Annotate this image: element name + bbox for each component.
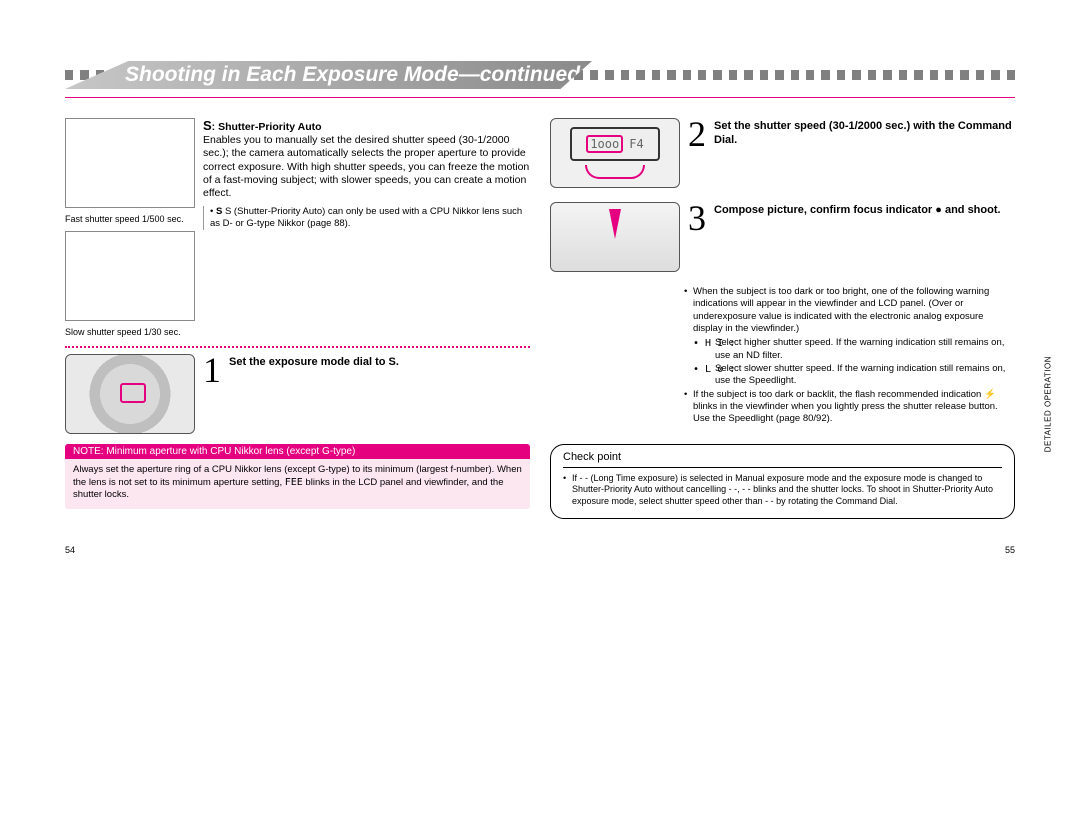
lcd-icon: 1ooo F4 bbox=[551, 119, 679, 187]
command-dial-arrow-icon bbox=[585, 165, 645, 179]
intro-note-text: S (Shutter-Priority Auto) can only be us… bbox=[210, 206, 522, 229]
step-1-image bbox=[65, 354, 195, 434]
page-number-left: 54 bbox=[65, 545, 75, 555]
side-tab-label: DETAILED OPERATION bbox=[1043, 356, 1052, 452]
example-images: Fast shutter speed 1/500 sec. Slow shutt… bbox=[65, 118, 195, 338]
step-1-number: 1 bbox=[203, 354, 221, 386]
page-spread: Shooting in Each Exposure Mode—continued… bbox=[65, 58, 1015, 776]
mode-title: : Shutter-Priority Auto bbox=[212, 121, 322, 133]
lcd-shutter-value: 1ooo bbox=[586, 135, 623, 153]
warning-sublist: • H I :Select higher shutter speed. If t… bbox=[684, 337, 1015, 387]
check-point-title: Check point bbox=[563, 451, 1002, 463]
hi-warning: • H I :Select higher shutter speed. If t… bbox=[693, 337, 1015, 362]
step-2-image: 1ooo F4 bbox=[550, 118, 680, 188]
step-3-image bbox=[550, 202, 680, 272]
mode-letter: S bbox=[203, 118, 212, 133]
header-title: Shooting in Each Exposure Mode—continued bbox=[65, 61, 592, 89]
note-box-header: NOTE: Minimum aperture with CPU Nikkor l… bbox=[65, 444, 530, 459]
check-point-text: If - - (Long Time exposure) is selected … bbox=[563, 473, 1002, 508]
header-title-text: Shooting in Each Exposure Mode—continued bbox=[125, 63, 580, 86]
note-box: NOTE: Minimum aperture with CPU Nikkor l… bbox=[65, 444, 530, 509]
intro-text: S: Shutter-Priority Auto Enables you to … bbox=[203, 118, 530, 338]
step-2-text: Set the shutter speed (30-1/2000 sec.) w… bbox=[714, 118, 1015, 148]
lo-symbol: • L o : bbox=[693, 363, 735, 376]
warning-list: When the subject is too dark or too brig… bbox=[550, 286, 1015, 426]
lo-text: Select slower shutter speed. If the warn… bbox=[715, 363, 1005, 386]
lcd-aperture-value: F4 bbox=[629, 137, 643, 151]
step-1-text: Set the exposure mode dial to S. bbox=[229, 354, 530, 370]
check-point-body: If - - (Long Time exposure) is selected … bbox=[563, 473, 1002, 508]
page-number-right: 55 bbox=[1005, 545, 1015, 555]
right-column: 1ooo F4 2 Set the shutter speed (30-1/20… bbox=[550, 118, 1015, 519]
mode-dial-icon bbox=[66, 355, 194, 433]
fast-shutter-caption: Fast shutter speed 1/500 sec. bbox=[65, 214, 195, 225]
press-arrow-icon bbox=[609, 209, 621, 239]
step-1: 1 Set the exposure mode dial to S. bbox=[65, 354, 530, 434]
intro-block: Fast shutter speed 1/500 sec. Slow shutt… bbox=[65, 118, 530, 338]
header-title-wrap: Shooting in Each Exposure Mode—continued bbox=[65, 58, 592, 92]
slow-shutter-image bbox=[65, 231, 195, 321]
fee-glyph: FEE bbox=[285, 477, 303, 488]
step-3: 3 Compose picture, confirm focus indicat… bbox=[550, 202, 1015, 272]
intro-note: • S S (Shutter-Priority Auto) can only b… bbox=[203, 206, 530, 230]
shutter-press-icon bbox=[551, 203, 679, 271]
intro-body: Enables you to manually set the desired … bbox=[203, 134, 529, 199]
check-point-box: Check point If - - (Long Time exposure) … bbox=[550, 444, 1015, 519]
note-box-body: Always set the aperture ring of a CPU Ni… bbox=[65, 459, 530, 509]
step-3-number: 3 bbox=[688, 202, 706, 234]
hi-text: Select higher shutter speed. If the warn… bbox=[715, 337, 1004, 360]
left-column: Fast shutter speed 1/500 sec. Slow shutt… bbox=[65, 118, 530, 519]
step-2-number: 2 bbox=[688, 118, 706, 150]
warning-intro: When the subject is too dark or too brig… bbox=[684, 286, 1015, 335]
hi-symbol: • H I : bbox=[693, 337, 735, 350]
flash-warning: If the subject is too dark or backlit, t… bbox=[684, 389, 1015, 426]
header-underline bbox=[65, 97, 1015, 98]
section-header: Shooting in Each Exposure Mode—continued bbox=[65, 58, 1015, 98]
step-3-text: Compose picture, confirm focus indicator… bbox=[714, 202, 1015, 218]
fast-shutter-image bbox=[65, 118, 195, 208]
step-2: 1ooo F4 2 Set the shutter speed (30-1/20… bbox=[550, 118, 1015, 188]
content-columns: Fast shutter speed 1/500 sec. Slow shutt… bbox=[65, 118, 1015, 519]
lo-warning: • L o :Select slower shutter speed. If t… bbox=[693, 363, 1015, 388]
slow-shutter-caption: Slow shutter speed 1/30 sec. bbox=[65, 327, 195, 338]
dotted-divider bbox=[65, 346, 530, 348]
check-point-rule bbox=[563, 467, 1002, 468]
